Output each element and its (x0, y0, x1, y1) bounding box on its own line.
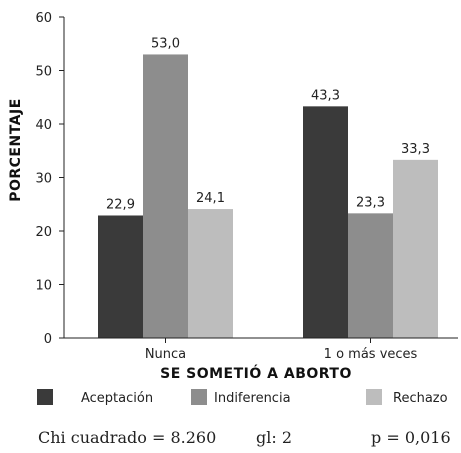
legend-swatch-indiferencia (191, 389, 207, 405)
chi-square-stat: Chi cuadrado = 8.260 (38, 428, 217, 447)
legend-label-indiferencia: Indiferencia (214, 391, 291, 406)
bar-aceptación (98, 215, 143, 338)
bar-chart: 0 10 20 30 40 50 60 22,9 53,0 24,1 43,3 23,3 33,3 N… (8, 11, 458, 406)
bar-value-label: 23,3 (356, 195, 385, 210)
bar-value-label: 33,3 (401, 142, 430, 157)
y-tick-label: 40 (35, 118, 52, 133)
bar-value-label: 24,1 (196, 191, 225, 206)
bar-value-label: 22,9 (106, 197, 135, 212)
legend-swatch-aceptación (37, 389, 53, 405)
bar-rechazo (393, 159, 438, 338)
bar-indiferencia (348, 213, 393, 338)
legend-swatch-rechazo (366, 389, 382, 405)
y-tick-label: 50 (35, 65, 52, 80)
y-axis-title: PORCENTAJE (8, 98, 24, 202)
legend: Aceptación Indiferencia Rechazo (37, 389, 448, 406)
p-value-stat: p = 0,016 (371, 428, 451, 447)
degrees-of-freedom-stat: gl: 2 (256, 428, 293, 447)
x-axis: Nunca 1 o más veces (64, 337, 458, 362)
bar-rechazo (188, 209, 233, 338)
y-axis: 0 10 20 30 40 50 60 (35, 11, 65, 347)
x-axis-title: SE SOMETIÓ A ABORTO (160, 364, 352, 382)
x-category-label: 1 o más veces (324, 347, 418, 362)
y-tick-label: 60 (35, 11, 52, 26)
bar-value-label: 43,3 (311, 88, 340, 103)
y-tick-label: 0 (44, 332, 52, 347)
bars: 22,9 53,0 24,1 43,3 23,3 33,3 (98, 36, 438, 338)
bar-aceptación (303, 106, 348, 338)
y-tick-label: 10 (35, 279, 52, 294)
y-tick-label: 30 (35, 172, 52, 187)
statistics-footer: Chi cuadrado = 8.260 gl: 2 p = 0,016 (0, 428, 461, 450)
legend-label-rechazo: Rechazo (393, 391, 448, 406)
x-category-label: Nunca (145, 347, 186, 362)
y-tick-label: 20 (35, 225, 52, 240)
legend-label-aceptación: Aceptación (81, 391, 153, 406)
bar-value-label: 53,0 (151, 36, 180, 51)
bar-indiferencia (143, 54, 188, 338)
